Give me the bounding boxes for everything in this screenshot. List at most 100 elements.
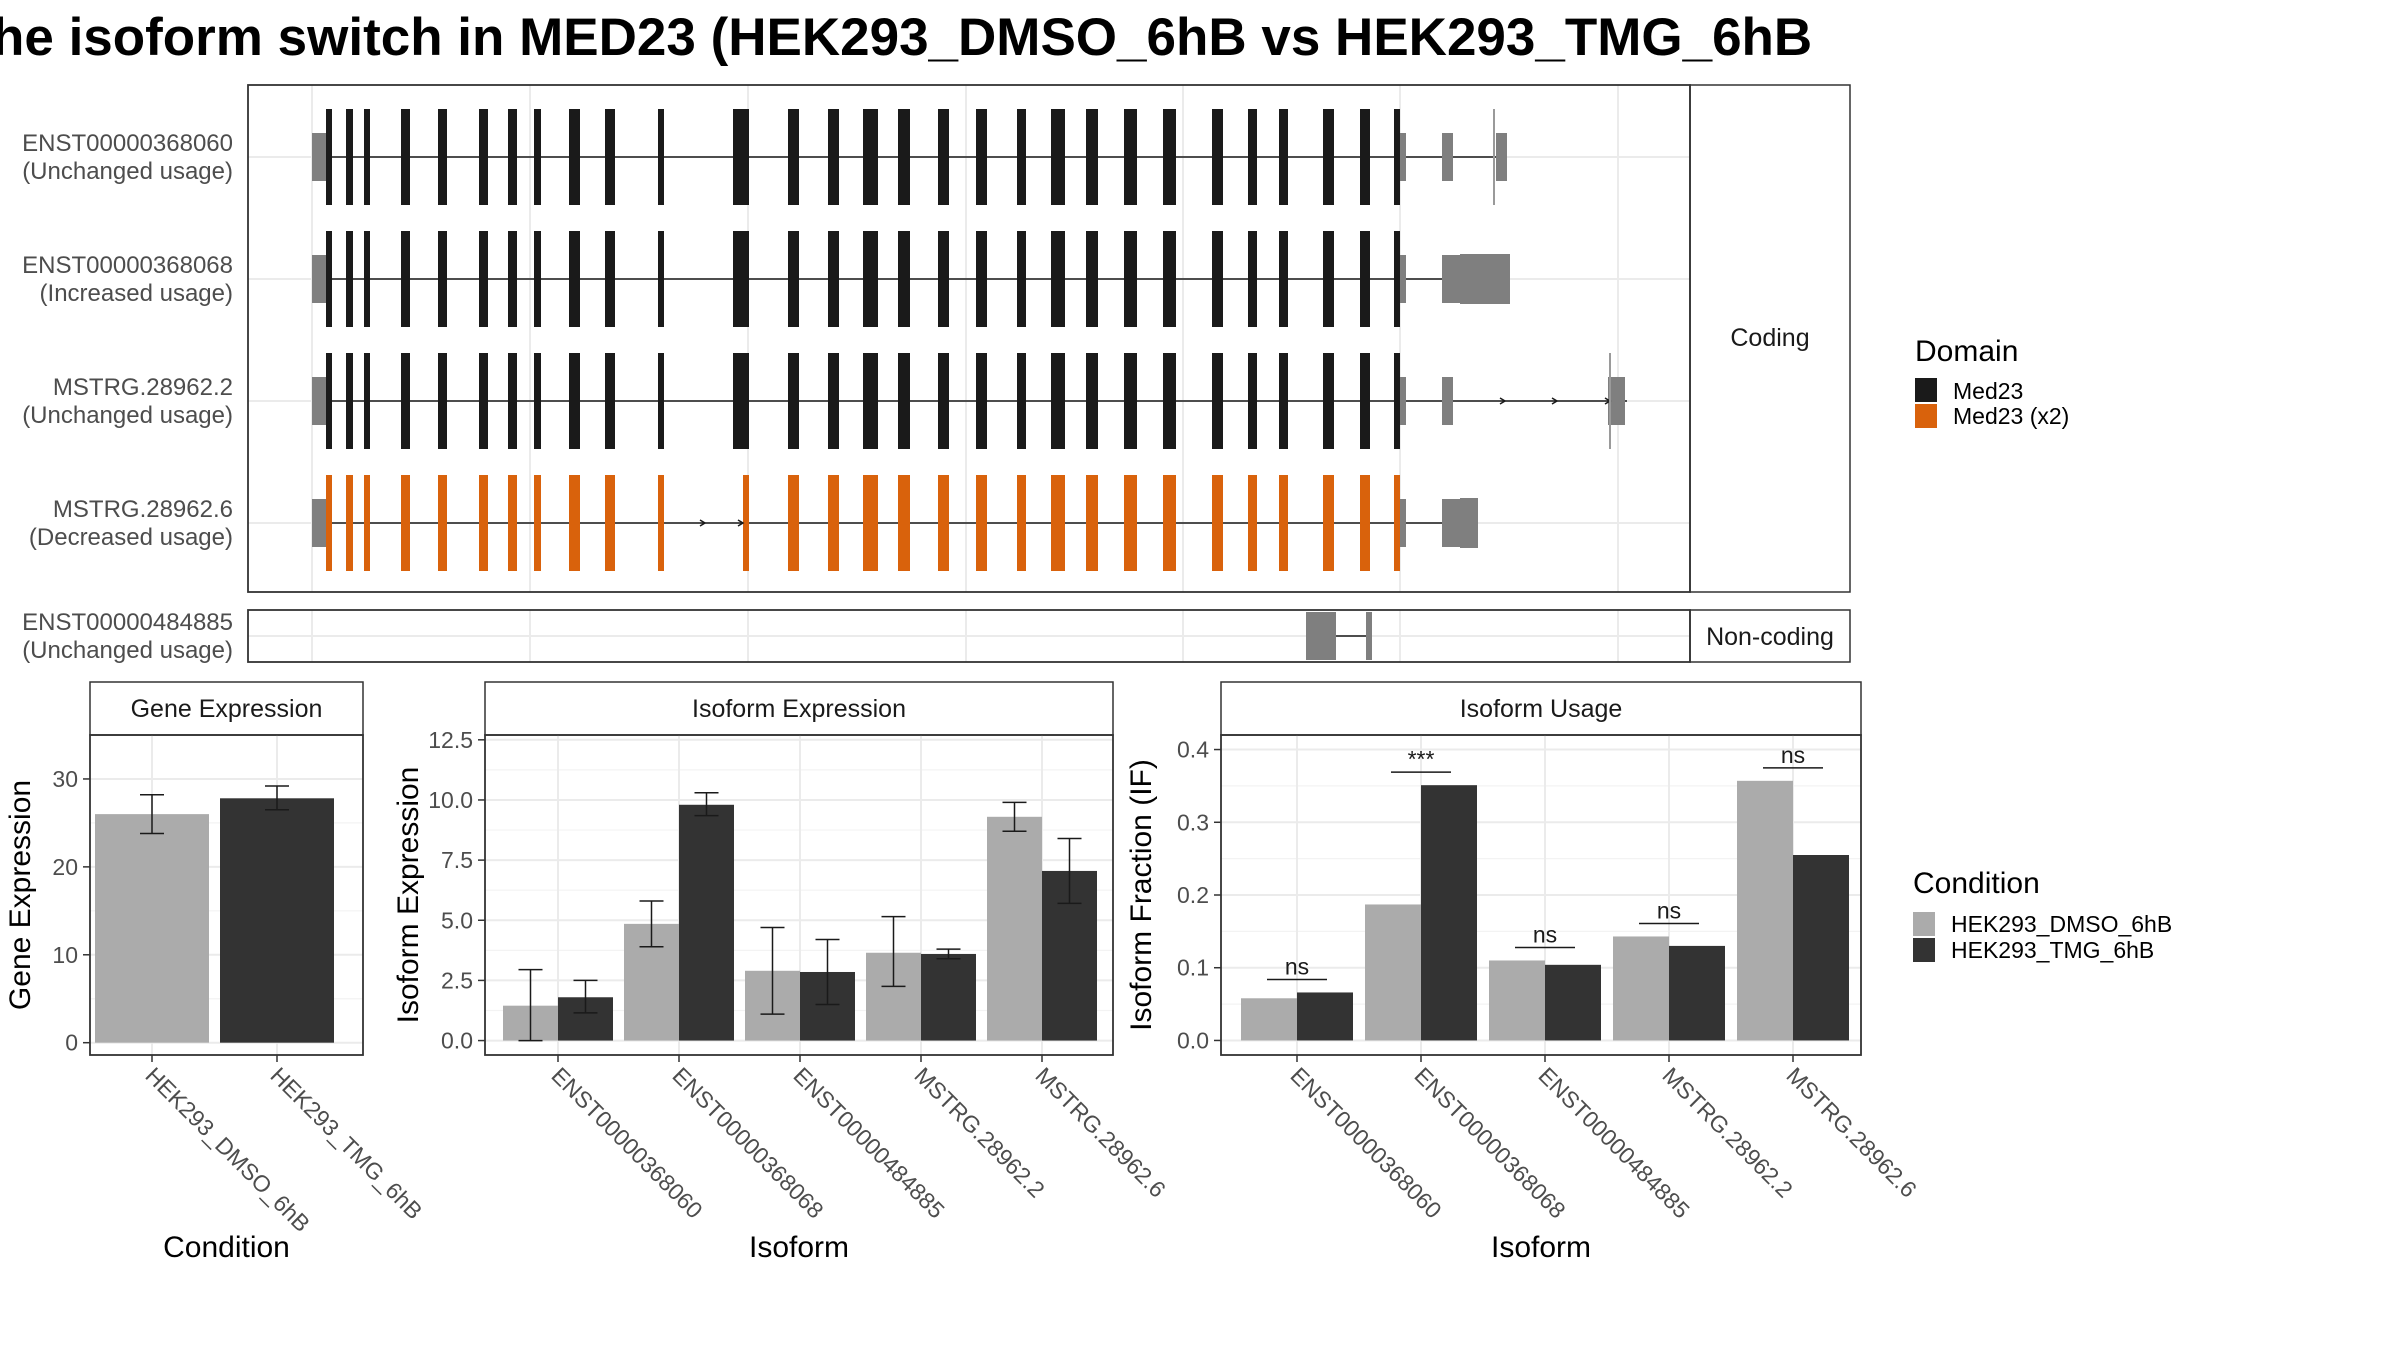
coding-exon (534, 353, 541, 449)
error-bar (265, 785, 289, 811)
coding-exon (828, 109, 839, 205)
bar-tmg (1669, 945, 1725, 1041)
utr-exon (1400, 255, 1406, 303)
coding-exon (976, 475, 987, 571)
noncoding-strip (1689, 609, 1851, 663)
coding-exon (1394, 109, 1400, 205)
coding-exon (534, 475, 541, 571)
coding-exon (479, 475, 488, 571)
transcript-usage-label: (Decreased usage) (29, 524, 233, 551)
bar-dmso (1241, 998, 1297, 1041)
direction-arrow (1551, 397, 1559, 405)
x-tick-label: MSTRG.28962.2 (1657, 1062, 1797, 1202)
significance-label: ns (1533, 921, 1557, 947)
utr-exon (312, 377, 326, 425)
transcript-usage-label: (Unchanged usage) (22, 158, 233, 185)
transcript-usage-label: (Unchanged usage) (22, 402, 233, 429)
coding-exon (1017, 353, 1026, 449)
noncoding-exon (1306, 612, 1336, 660)
bar-dmso (1613, 936, 1669, 1041)
error-bar (881, 915, 906, 988)
bar-tmg (1297, 992, 1353, 1041)
error-bar (140, 794, 164, 835)
y-tick-label: 0.0 (1177, 1027, 1209, 1053)
bar-tmg (1545, 964, 1601, 1041)
coding-exon (534, 109, 541, 205)
noncoding-strip-label: Non-coding (1706, 623, 1834, 651)
coding-exon (1212, 109, 1223, 205)
transcript-id-label: MSTRG.28962.2 (53, 374, 233, 401)
coding-exon (401, 109, 410, 205)
coding-exon (938, 109, 949, 205)
coding-exon (508, 231, 517, 327)
error-bar (639, 900, 664, 948)
coding-exon (1323, 109, 1334, 205)
coding-exon (346, 353, 353, 449)
coding-exon (1248, 109, 1257, 205)
coding-exon (1360, 109, 1370, 205)
y-tick-label: 0.1 (1177, 955, 1209, 981)
utr-exon (1442, 255, 1460, 303)
error-bar (936, 948, 961, 960)
coding-exon (1248, 475, 1257, 571)
bar-dmso (1489, 960, 1545, 1041)
coding-exon (479, 353, 488, 449)
utr-exon (312, 133, 326, 181)
coding-exon (828, 231, 839, 327)
coding-exon (438, 475, 447, 571)
x-axis-title: Isoform (1491, 1231, 1591, 1264)
bar-chart-panels: Gene Expression0102030HEK293_DMSO_6hBHEK… (4, 681, 1922, 1264)
coding-exon (1124, 353, 1137, 449)
transcript-id-label: MSTRG.28962.6 (53, 496, 233, 523)
legend-key-tmg (1913, 938, 1935, 962)
coding-exon (605, 475, 615, 571)
coding-exon (1163, 475, 1176, 571)
coding-exon (863, 353, 878, 449)
coding-exon (1360, 231, 1370, 327)
y-tick-label: 0 (65, 1030, 78, 1056)
coding-exon (364, 475, 370, 571)
significance-label: ns (1285, 953, 1309, 979)
coding-exon (788, 109, 799, 205)
y-tick-label: 0.2 (1177, 882, 1209, 908)
utr-exon (1442, 499, 1460, 547)
coding-exon (346, 109, 353, 205)
coding-exon (938, 231, 949, 327)
x-tick-label: MSTRG.28962.6 (1781, 1062, 1921, 1202)
coding-exon (1323, 475, 1334, 571)
coding-exon (401, 231, 410, 327)
coding-exon (1051, 231, 1065, 327)
coding-exon (569, 109, 580, 205)
coding-exon (401, 353, 410, 449)
bar-tmg (220, 798, 334, 1043)
coding-exon (1086, 353, 1098, 449)
coding-exon (1279, 353, 1288, 449)
error-bar (694, 791, 719, 817)
coding-exon (1323, 353, 1334, 449)
coding-exon (326, 231, 332, 327)
transcript-row-1 (312, 109, 1507, 205)
coding-exon (1212, 231, 1223, 327)
chart-strip (1220, 681, 1862, 736)
coding-exon (438, 109, 447, 205)
utr-exon (1442, 377, 1453, 425)
error-bar (573, 979, 598, 1014)
x-axis-title: Condition (163, 1231, 290, 1264)
transcript-row-4 (312, 475, 1478, 571)
error-bar (518, 968, 543, 1042)
chart-strip (484, 681, 1114, 736)
bar-tmg (1793, 855, 1849, 1041)
coding-exon (898, 109, 910, 205)
coding-exon (788, 353, 799, 449)
coding-exon (1248, 231, 1257, 327)
coding-exon (326, 109, 332, 205)
legend-key-med23 (1915, 378, 1937, 402)
coding-exon (1017, 109, 1026, 205)
coding-exon (898, 475, 910, 571)
coding-exon (1124, 475, 1137, 571)
y-tick-label: 5.0 (441, 907, 473, 933)
domain-legend: Domain Med23 Med23 (x2) (1915, 335, 2069, 429)
coding-exon (605, 109, 615, 205)
coding-exon (569, 353, 580, 449)
